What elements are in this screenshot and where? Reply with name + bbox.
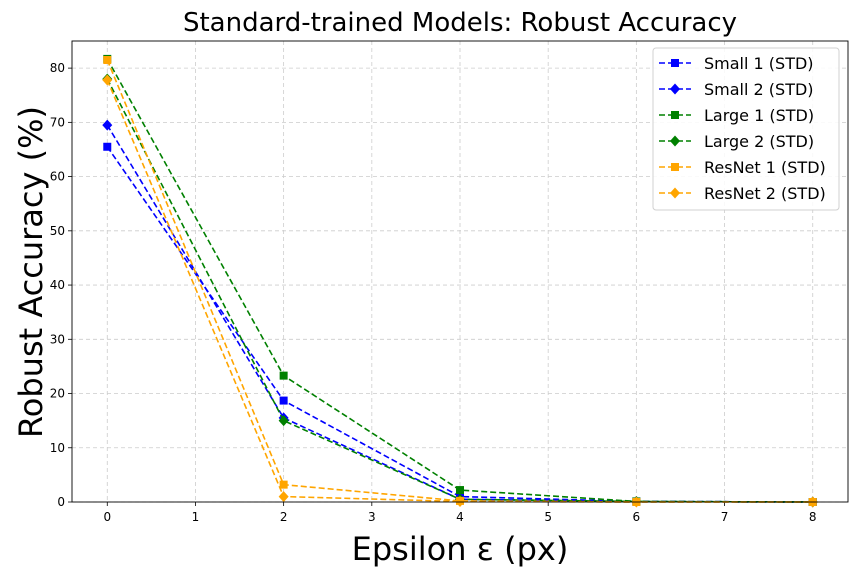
legend-label: ResNet 2 (STD): [704, 184, 826, 203]
x-tick-label: 8: [809, 510, 817, 524]
y-tick-label: 70: [50, 115, 65, 129]
legend: Small 1 (STD) Small 2 (STD) Large 1 (STD) L…: [652, 47, 840, 211]
legend-marker: [671, 59, 679, 67]
data-point: [456, 486, 464, 495]
legend-marker: [670, 187, 680, 199]
y-tick-label: 40: [50, 278, 65, 292]
legend-item: Small 1 (STD): [659, 54, 814, 73]
data-point: [102, 119, 113, 131]
y-tick-label: 0: [57, 495, 65, 509]
legend-item: ResNet 2 (STD): [659, 184, 826, 203]
y-axis-label: Robust Accuracy (%): [12, 106, 50, 438]
series-line: [106, 79, 813, 503]
data-point: [278, 415, 289, 427]
legend-label: ResNet 1 (STD): [704, 158, 826, 177]
chart-title: Standard-trained Models: Robust Accuracy: [183, 8, 737, 38]
x-tick-label: 0: [103, 510, 111, 524]
legend-item: Large 2 (STD): [659, 132, 814, 151]
y-tick-label: 60: [50, 170, 65, 184]
series-line: [106, 59, 813, 503]
axes-frame: [71, 40, 849, 503]
y-tick-label: 30: [50, 332, 65, 346]
legend-item: Large 1 (STD): [659, 106, 814, 125]
legend-label: Small 1 (STD): [704, 54, 814, 73]
legend-label: Large 2 (STD): [704, 132, 814, 151]
data-point: [103, 55, 112, 64]
legend-marker: [670, 83, 680, 95]
legend-label: Small 2 (STD): [704, 80, 814, 99]
legend-box: [652, 47, 840, 211]
x-tick-label: 1: [192, 510, 200, 524]
data-point: [279, 480, 288, 489]
legend-marker: [670, 135, 680, 147]
data-point: [103, 142, 112, 151]
legend-item: ResNet 1 (STD): [659, 158, 826, 177]
x-tick-label: 2: [280, 510, 288, 524]
y-tick-label: 10: [50, 441, 65, 455]
legend-marker: [671, 111, 679, 119]
x-tick-label: 4: [456, 510, 464, 524]
x-tick-label: 7: [721, 510, 729, 524]
legend-item: Small 2 (STD): [659, 80, 814, 99]
data-point: [102, 74, 113, 86]
x-tick-label: 5: [544, 510, 552, 524]
y-tick-label: 80: [50, 61, 65, 75]
legend-marker: [671, 163, 679, 171]
y-tick-label: 20: [50, 387, 65, 401]
data-point: [278, 491, 289, 503]
data-point: [279, 371, 288, 380]
x-axis-label: Epsilon ε (px): [352, 530, 569, 568]
data-point: [455, 495, 465, 507]
y-tick-label: 50: [50, 224, 65, 238]
x-tick-label: 3: [368, 510, 376, 524]
x-tick-label: 6: [633, 510, 641, 524]
legend-label: Large 1 (STD): [704, 106, 814, 125]
data-point: [279, 396, 288, 405]
